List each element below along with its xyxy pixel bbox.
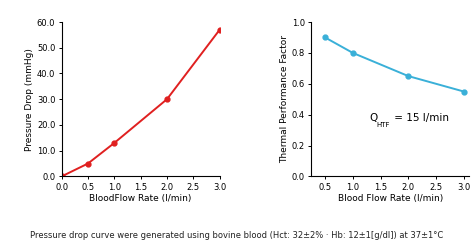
Text: Q: Q: [369, 113, 378, 123]
Text: Pressure drop curve were generated using bovine blood (Hct: 32±2% · Hb: 12±1[g/d: Pressure drop curve were generated using…: [30, 231, 444, 240]
Text: HTF: HTF: [377, 122, 390, 128]
Text: = 15 l/min: = 15 l/min: [391, 113, 448, 123]
X-axis label: BloodFlow Rate (l/min): BloodFlow Rate (l/min): [90, 195, 192, 203]
Y-axis label: Pressure Drop (mmHg): Pressure Drop (mmHg): [25, 48, 34, 151]
Y-axis label: Thermal Performance Factor: Thermal Performance Factor: [280, 35, 289, 163]
X-axis label: Blood Flow Rate (l/min): Blood Flow Rate (l/min): [337, 195, 443, 203]
